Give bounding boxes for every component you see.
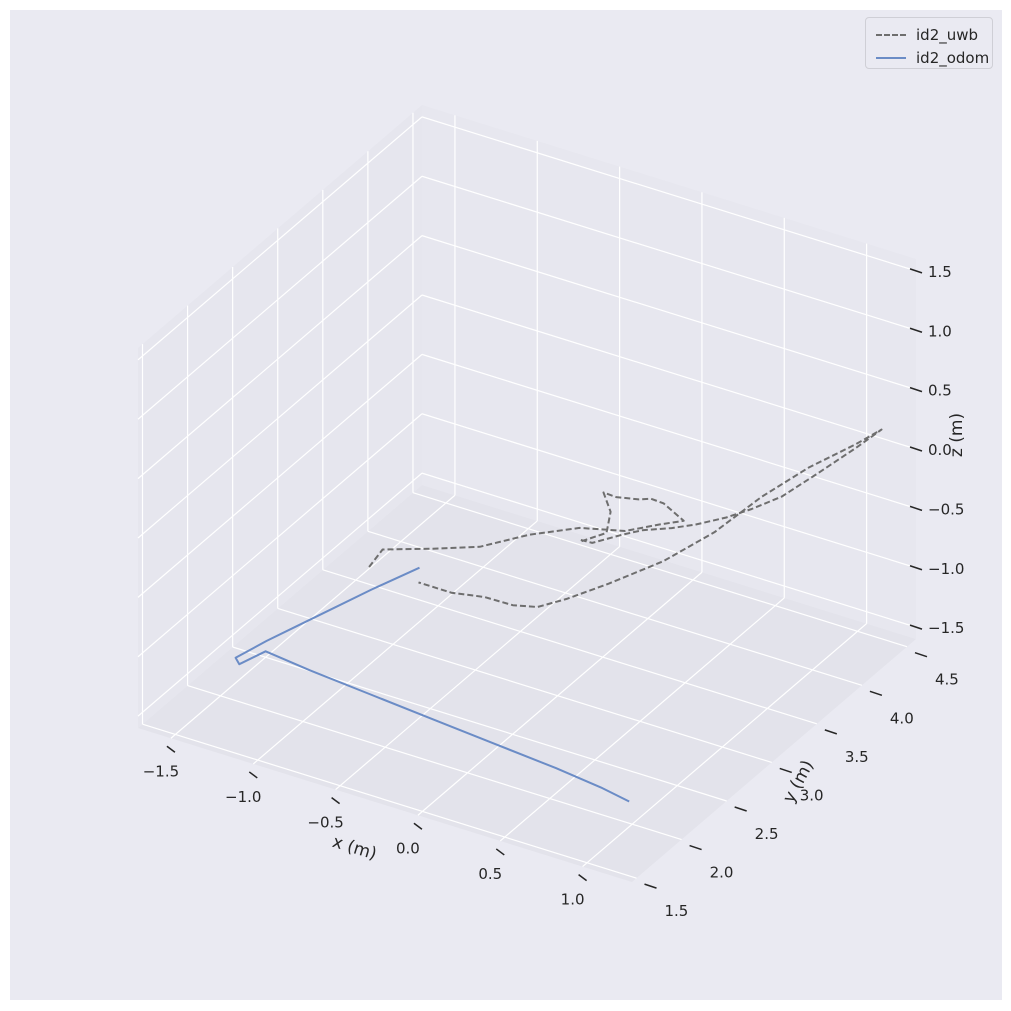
grid-line <box>421 116 917 272</box>
z-tick-label: −0.5 <box>928 500 964 518</box>
y-tick-mark <box>824 729 838 735</box>
z-tick-label: 0.5 <box>928 382 952 400</box>
z-tick-mark <box>909 268 923 274</box>
y-tick-label: 1.5 <box>665 902 689 920</box>
legend-swatch-odom <box>876 57 906 59</box>
x-tick-mark <box>248 771 258 779</box>
grid-line <box>170 494 456 739</box>
x-axis-label: x (m) <box>330 832 379 864</box>
chart-svg: −1.5 −1.0 −0.5 0.0 0.5 1.0 1.5 2.0 2.5 3.0 3.5 4.0 4… <box>137 105 967 920</box>
y-tick-label: 3.0 <box>800 786 824 804</box>
x-tick-mark <box>166 745 176 753</box>
legend: id2_uwb id2_odom <box>865 17 993 69</box>
z-axis-label: z (m) <box>947 413 967 457</box>
grid-line <box>137 472 423 717</box>
grid-line <box>137 235 423 480</box>
x-tick-mark <box>413 822 423 830</box>
grid-line <box>421 353 917 509</box>
grid-line <box>142 723 637 879</box>
x-tick-mark <box>331 796 341 805</box>
z-tick-label: 0.0 <box>928 441 952 459</box>
grid-line <box>499 597 785 842</box>
y-tick-mark <box>869 690 883 696</box>
figure-area: −1.5 −1.0 −0.5 0.0 0.5 1.0 1.5 2.0 2.5 3.0 3.5 4.0 4… <box>10 10 1002 1000</box>
grid-line <box>322 569 818 725</box>
series-line-odom <box>234 566 630 803</box>
z-tick-mark <box>909 505 923 512</box>
grid-line <box>421 413 917 569</box>
x-tick-label: −1.0 <box>225 788 261 806</box>
grid-line <box>137 353 423 598</box>
x-tick-label: −0.5 <box>307 814 343 832</box>
y-tick-label: 2.5 <box>755 825 779 843</box>
grid-line <box>137 116 423 361</box>
legend-label-odom: id2_odom <box>916 49 990 67</box>
x-tick-label: −1.5 <box>143 762 179 780</box>
grid-line <box>421 235 917 391</box>
y-tick-mark <box>644 883 657 889</box>
y-tick-label: 4.0 <box>890 709 914 727</box>
z-tick-mark <box>909 624 923 630</box>
z-tick-label: 1.0 <box>928 322 952 340</box>
z-tick-label: 1.5 <box>928 263 952 281</box>
legend-label-uwb: id2_uwb <box>916 26 979 44</box>
grid-line <box>417 571 703 816</box>
grid-line <box>582 623 867 868</box>
grid-line <box>367 530 863 686</box>
legend-swatch-uwb <box>876 34 906 36</box>
x-tick-label: 0.5 <box>478 865 502 883</box>
grid-line <box>137 294 423 539</box>
x-tick-mark <box>578 873 588 882</box>
y-tick-label: 3.5 <box>845 748 869 766</box>
z-tick-mark <box>909 446 923 452</box>
y-tick-label: 2.0 <box>710 864 734 882</box>
grid-line <box>421 472 917 628</box>
z-tick-mark <box>909 386 923 393</box>
grid-line <box>335 546 620 791</box>
legend-item-odom: id2_odom <box>876 49 989 67</box>
y-tick-mark <box>779 767 792 774</box>
z-tick-label: −1.5 <box>928 619 964 637</box>
grid-line <box>187 684 682 841</box>
y-tick-label: 4.5 <box>935 671 959 689</box>
z-tick-mark <box>909 565 923 571</box>
grid-line <box>137 413 423 658</box>
grid-line <box>277 607 772 764</box>
grid-line <box>421 294 917 450</box>
z-tick-label: −1.0 <box>928 560 964 578</box>
grid-line <box>412 492 908 648</box>
grid-line <box>421 175 917 331</box>
x-tick-label: 0.0 <box>396 839 420 857</box>
x-tick-label: 1.0 <box>561 891 585 909</box>
z-tick-mark <box>909 327 923 333</box>
y-tick-mark <box>734 806 747 812</box>
grid-line <box>137 175 423 420</box>
x-tick-mark <box>495 848 505 856</box>
legend-item-uwb: id2_uwb <box>876 26 978 44</box>
grid-line <box>252 520 538 765</box>
y-tick-mark <box>689 844 702 851</box>
y-tick-mark <box>914 652 928 658</box>
series-line-uwb <box>368 428 883 608</box>
